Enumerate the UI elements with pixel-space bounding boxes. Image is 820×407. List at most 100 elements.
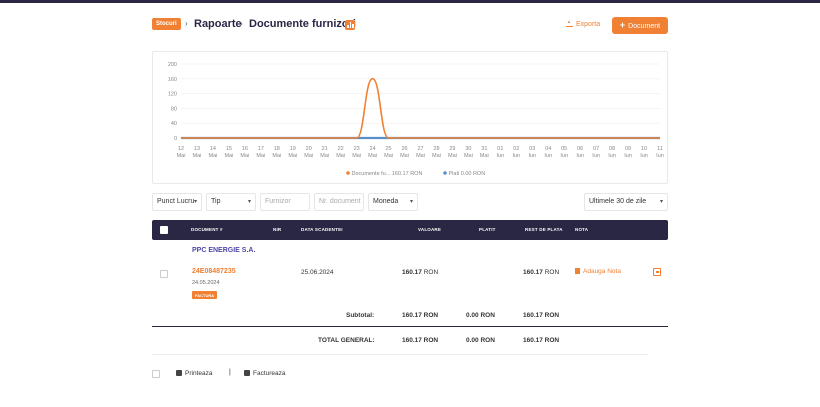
legend-label: Documente fu... 160.17 RON	[352, 171, 423, 177]
x-tick-label: 02	[513, 146, 519, 152]
type-select[interactable]: Tip ▾	[206, 193, 256, 211]
x-tick-label: 16	[242, 146, 248, 152]
series-line-documents	[180, 77, 660, 139]
remaining-amount: 160.17	[523, 269, 543, 276]
x-tick-label-month: Mai	[464, 153, 473, 159]
x-tick-label: 11	[657, 146, 663, 152]
breadcrumb-item-reports[interactable]: Rapoarte	[194, 18, 242, 30]
document-number-input[interactable]: Nr. document	[314, 193, 364, 211]
row-checkbox[interactable]	[160, 270, 168, 278]
x-tick-label: 12	[178, 146, 184, 152]
invoice-icon	[244, 370, 250, 376]
x-tick-label: 03	[529, 146, 535, 152]
add-document-button[interactable]: + Document	[612, 17, 668, 34]
total-label: TOTAL GENERAL:	[318, 337, 375, 344]
line-chart: 2001601208040012Mai13Mai14Mai15Mai16Mai1…	[168, 62, 664, 177]
x-tick-label-month: Mai	[352, 153, 361, 159]
plus-icon: +	[619, 20, 626, 30]
supplier-group-title: PPC ENERGIE S.A.	[192, 247, 256, 254]
export-button[interactable]: Exporta	[566, 20, 600, 28]
document-date: 24.05.2024	[192, 280, 220, 286]
chevron-right-icon: ›	[240, 19, 243, 28]
page-header: Stocuri › Rapoarte › Documente furnizori…	[152, 15, 668, 35]
x-tick-label-month: Mai	[304, 153, 313, 159]
x-tick-label: 08	[609, 146, 615, 152]
x-tick-label: 30	[465, 146, 471, 152]
add-note-link[interactable]: Adauga Nota	[575, 268, 621, 275]
x-tick-label: 05	[561, 146, 567, 152]
currency-select[interactable]: Moneda ▾	[368, 193, 418, 211]
x-tick-label-month: Iun	[624, 153, 632, 159]
x-tick-label: 07	[593, 146, 599, 152]
value-currency: RON	[423, 269, 439, 276]
chevron-down-icon: ▾	[659, 199, 663, 205]
x-tick-label-month: Mai	[240, 153, 249, 159]
col-paid: PLATIT	[479, 227, 496, 232]
chart-card: 200 160 120 80 40 0 12 Mai 13 Mai 14 Mai 15 Mai 16 Mai 1…	[152, 51, 668, 184]
y-tick-label: 0	[174, 136, 177, 142]
period-select[interactable]: Ultimele 30 de zile ▾	[584, 193, 668, 211]
x-tick-label: 24	[370, 146, 376, 152]
add-document-label: Document	[628, 23, 661, 30]
supplier-input-placeholder: Furnizor	[265, 198, 291, 205]
value-amount: 160.17	[402, 269, 422, 276]
x-tick-label-month: Mai	[193, 153, 202, 159]
remaining-cell: 160.17 RON	[523, 269, 559, 276]
document-type-badge: FACTURA	[192, 291, 218, 299]
x-tick-label-month: Mai	[448, 153, 457, 159]
x-tick-label-month: Iun	[656, 153, 664, 159]
location-select-value: Punct Lucru	[157, 198, 195, 205]
chart-toggle-icon[interactable]	[345, 20, 355, 30]
x-tick-label-month: Iun	[512, 153, 520, 159]
supplier-input[interactable]: Furnizor	[260, 193, 310, 211]
x-tick-label-month: Iun	[608, 153, 616, 159]
document-number-link[interactable]: 24E08487235	[192, 268, 236, 275]
x-tick-label-month: Iun	[576, 153, 584, 159]
col-document: DOCUMENT #	[191, 227, 223, 232]
select-all-checkbox[interactable]	[160, 226, 168, 234]
row-action-icon[interactable]	[653, 268, 661, 276]
x-tick-label-month: Iun	[560, 153, 568, 159]
add-note-label: Adauga Nota	[583, 268, 621, 275]
note-icon	[575, 268, 580, 274]
x-tick-label: 22	[338, 146, 344, 152]
upload-icon	[566, 20, 573, 27]
breadcrumb-root[interactable]: Stocuri	[152, 18, 181, 30]
total-paid: 0.00 RON	[466, 337, 495, 344]
chevron-down-icon: ▾	[193, 199, 197, 205]
x-tick-label-month: Mai	[368, 153, 377, 159]
y-tick-label: 160	[168, 77, 177, 83]
chevron-right-icon: ›	[185, 19, 188, 28]
x-tick-label: 01	[497, 146, 503, 152]
subtotal-divider	[152, 326, 668, 327]
x-tick-label-month: Mai	[384, 153, 393, 159]
y-tick-label: 200	[168, 62, 177, 68]
col-value: VALOARE	[418, 227, 442, 232]
top-app-bar	[0, 0, 820, 3]
subtotal-remaining: 160.17 RON	[523, 312, 560, 319]
x-tick-label-month: Mai	[177, 153, 186, 159]
x-tick-label-month: Mai	[208, 153, 217, 159]
total-value: 160.17 RON	[402, 337, 439, 344]
footer-separator: |	[229, 369, 231, 376]
footer-select-checkbox[interactable]	[152, 370, 160, 378]
y-tick-label: 120	[168, 92, 177, 98]
x-tick-label-month: Iun	[640, 153, 648, 159]
x-tick-label: 17	[258, 146, 264, 152]
print-button[interactable]: Printeaza	[176, 370, 212, 377]
x-tick-label: 21	[322, 146, 328, 152]
chevron-down-icon: ▾	[247, 199, 251, 205]
printer-icon	[176, 370, 182, 376]
document-number-placeholder: Nr. document	[319, 198, 361, 205]
location-select[interactable]: Punct Lucru ▾	[152, 193, 202, 211]
x-tick-label-month: Mai	[432, 153, 441, 159]
x-tick-label: 28	[433, 146, 439, 152]
invoice-button[interactable]: Factureaza	[244, 370, 286, 377]
y-tick-label: 80	[171, 106, 177, 112]
total-remaining: 160.17 RON	[523, 337, 560, 344]
chevron-down-icon: ▾	[409, 199, 413, 205]
total-divider	[152, 354, 648, 355]
x-tick-label: 31	[481, 146, 487, 152]
x-tick-label-month: Iun	[592, 153, 600, 159]
x-tick-label-month: Mai	[224, 153, 233, 159]
